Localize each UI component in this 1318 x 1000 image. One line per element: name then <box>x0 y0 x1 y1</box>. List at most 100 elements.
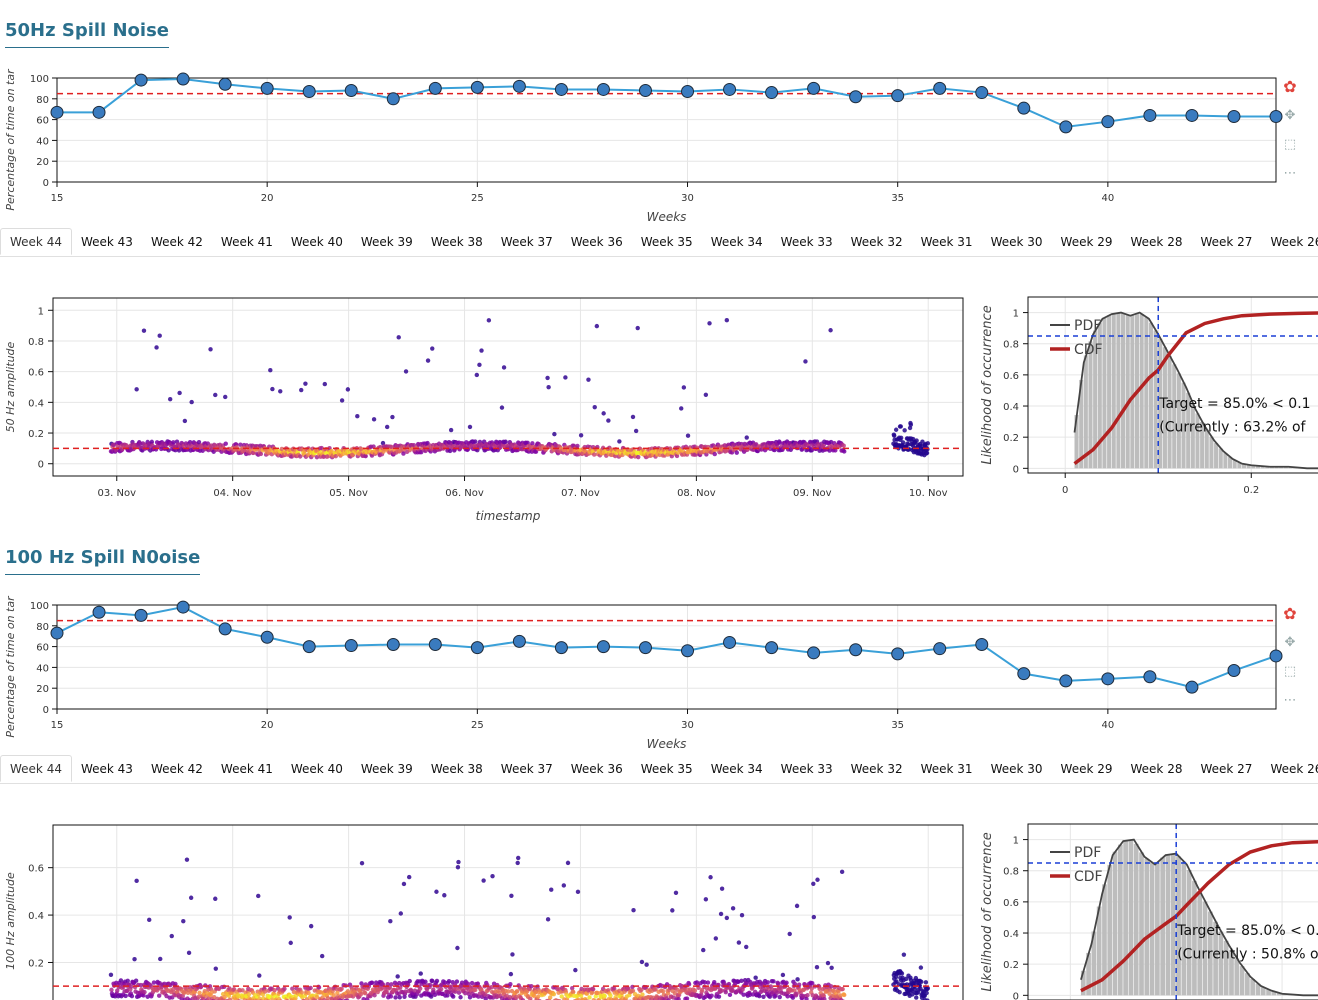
histogram-bar <box>1107 315 1112 469</box>
histogram-bar <box>1144 858 1150 996</box>
scatter-point <box>287 915 292 920</box>
scatter-point <box>458 995 463 1000</box>
scatter-point <box>514 989 520 994</box>
scatter-point <box>601 411 606 416</box>
scatter-point <box>814 964 820 970</box>
tab-week-37[interactable]: Week 37 <box>500 235 553 249</box>
tab-week-39[interactable]: Week 39 <box>360 762 413 776</box>
x-tick-label: 25 <box>471 720 484 731</box>
tab-week-32[interactable]: Week 32 <box>850 762 903 776</box>
box-zoom-icon[interactable]: ⬚ <box>1283 137 1297 152</box>
weekly-chart-50hz[interactable]: 15 20 25 30 35 40 0 20 40 60 80 100 Weeks Percentage … <box>0 62 1318 230</box>
scatter-point <box>297 454 303 459</box>
tab-week-41[interactable]: Week 41 <box>220 762 273 776</box>
tab-week-31[interactable]: Week 31 <box>920 235 973 249</box>
scatter-point <box>503 439 508 444</box>
tab-week-37[interactable]: Week 37 <box>500 762 553 776</box>
x-axis-label: timestamp <box>476 509 541 523</box>
scatter-point <box>395 974 400 979</box>
tab-week-39[interactable]: Week 39 <box>360 235 413 249</box>
tab-week-36[interactable]: Week 36 <box>570 762 623 776</box>
scatter-point <box>319 953 325 959</box>
tab-week-29[interactable]: Week 29 <box>1060 235 1113 249</box>
scatter-point <box>810 981 815 986</box>
scatter-point <box>727 992 733 998</box>
tab-week-27[interactable]: Week 27 <box>1200 235 1253 249</box>
pan-icon[interactable]: ✥ <box>1284 635 1296 650</box>
scatter-point <box>358 991 364 997</box>
weekly-chart-100hz[interactable]: 15 20 25 30 35 40 0 20 40 60 80 100 Weeks Percentage … <box>0 589 1318 757</box>
x-tick-label: 30 <box>681 720 694 731</box>
scatter-point <box>805 993 810 998</box>
scatter-point <box>268 368 273 373</box>
tab-week-26[interactable]: Week 26 <box>1270 235 1318 249</box>
histogram-bar <box>1111 313 1116 469</box>
x-tick-label: 07. Nov <box>561 488 600 499</box>
scatter-point <box>679 406 684 411</box>
y-tick-label: 0.4 <box>28 398 44 409</box>
tab-week-34[interactable]: Week 34 <box>710 235 763 249</box>
scatter-point <box>507 994 513 1000</box>
scatter-point <box>561 883 567 888</box>
bokeh-logo-icon[interactable]: ✿ <box>1283 77 1297 96</box>
scatter-point <box>525 440 530 446</box>
tab-week-30[interactable]: Week 30 <box>990 235 1043 249</box>
tab-week-41[interactable]: Week 41 <box>220 235 273 249</box>
scatter-point <box>509 893 514 898</box>
scatter-point <box>530 441 535 446</box>
tab-week-28[interactable]: Week 28 <box>1130 762 1183 776</box>
scatter-point <box>787 931 792 937</box>
box-zoom-icon[interactable]: ⬚ <box>1283 664 1297 679</box>
tab-week-33[interactable]: Week 33 <box>780 235 833 249</box>
pan-icon[interactable]: ✥ <box>1284 108 1296 123</box>
tab-week-40[interactable]: Week 40 <box>290 762 343 776</box>
tab-week-28[interactable]: Week 28 <box>1130 235 1183 249</box>
tab-week-33[interactable]: Week 33 <box>780 762 833 776</box>
tab-week-38[interactable]: Week 38 <box>430 235 483 249</box>
x-tick-label: 05. Nov <box>329 488 368 499</box>
scatter-point <box>361 997 366 1000</box>
tab-week-44[interactable]: Week 44 <box>0 755 72 782</box>
y-tick-label: 0.8 <box>1003 340 1019 351</box>
tab-week-26[interactable]: Week 26 <box>1270 762 1318 776</box>
tab-week-27[interactable]: Week 27 <box>1200 762 1253 776</box>
histogram-bar <box>1241 464 1247 469</box>
more-icon[interactable]: ⋯ <box>1283 693 1297 708</box>
tab-week-43[interactable]: Week 43 <box>80 235 133 249</box>
tab-week-40[interactable]: Week 40 <box>290 235 343 249</box>
scatter-point <box>825 960 831 966</box>
current-annotation: (Currently : 63.2% of <box>1159 419 1306 435</box>
tab-week-29[interactable]: Week 29 <box>1060 762 1113 776</box>
tab-week-31[interactable]: Week 31 <box>920 762 973 776</box>
tab-week-34[interactable]: Week 34 <box>710 762 763 776</box>
scatter-point <box>213 392 218 398</box>
data-point <box>386 638 400 652</box>
distribution-chart-50hz[interactable]: 0 0.2 0.4 0.6 0.8 1 0 0.2 Likelihood of occurren… <box>975 290 1318 510</box>
tab-week-42[interactable]: Week 42 <box>150 762 203 776</box>
more-icon[interactable]: ⋯ <box>1283 166 1297 181</box>
tab-week-35[interactable]: Week 35 <box>640 235 693 249</box>
data-point <box>723 82 737 96</box>
distribution-chart-100hz[interactable]: 0 0.2 0.4 0.6 0.8 1 Likelihood of occurrence PD… <box>975 817 1318 1000</box>
scatter-point <box>893 427 899 432</box>
data-point <box>849 643 863 657</box>
scatter-point <box>839 869 845 875</box>
scatter-point <box>123 993 128 999</box>
scatter-point <box>838 997 844 1000</box>
bokeh-logo-icon[interactable]: ✿ <box>1283 604 1297 623</box>
tab-week-36[interactable]: Week 36 <box>570 235 623 249</box>
data-point <box>1143 670 1157 684</box>
tab-week-32[interactable]: Week 32 <box>850 235 903 249</box>
tab-week-38[interactable]: Week 38 <box>430 762 483 776</box>
scatter-point <box>744 981 749 986</box>
tab-week-44[interactable]: Week 44 <box>0 228 72 255</box>
scatter-chart-50hz[interactable]: 0 0.2 0.4 0.6 0.8 1 03. Nov 04. Nov 05. Nov 06. N… <box>0 290 975 530</box>
tab-week-42[interactable]: Week 42 <box>150 235 203 249</box>
legend-pdf-label: PDF <box>1074 318 1101 334</box>
tab-week-30[interactable]: Week 30 <box>990 762 1043 776</box>
x-tick-label: 40 <box>1101 193 1114 204</box>
data-point <box>302 85 316 99</box>
tab-week-43[interactable]: Week 43 <box>80 762 133 776</box>
tab-week-35[interactable]: Week 35 <box>640 762 693 776</box>
